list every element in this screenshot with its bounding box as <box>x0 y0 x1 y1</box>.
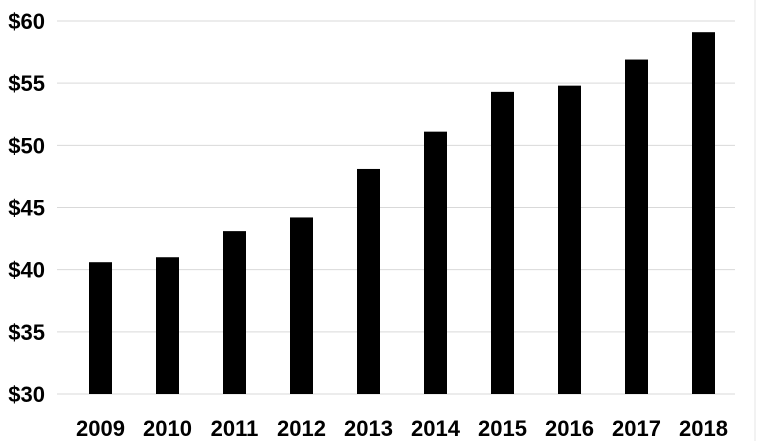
bar-series <box>89 32 715 395</box>
x-tick-label: 2014 <box>411 416 461 441</box>
bar-2012 <box>290 217 313 394</box>
bar-2016 <box>558 85 581 395</box>
bar-2010 <box>156 257 179 394</box>
bar-2017 <box>625 59 648 394</box>
y-tick-label: $45 <box>8 196 45 221</box>
bar-2014 <box>424 131 447 394</box>
y-tick-label: $30 <box>8 382 45 407</box>
x-tick-label: 2017 <box>612 416 661 441</box>
x-tick-label: 2009 <box>76 416 125 441</box>
x-tick-label: 2012 <box>277 416 326 441</box>
y-tick-label: $60 <box>8 9 45 34</box>
y-tick-label: $40 <box>8 258 45 283</box>
bar-2011 <box>223 231 246 394</box>
x-tick-label: 2013 <box>344 416 393 441</box>
x-tick-label: 2011 <box>211 416 259 441</box>
y-axis-tick-labels: $30 $35 $40 $45 $50 $55 $60 <box>8 9 45 407</box>
y-tick-label: $35 <box>8 320 45 345</box>
bar-2018 <box>692 32 715 394</box>
bar-2013 <box>357 168 380 394</box>
bar-2009 <box>89 262 112 394</box>
y-tick-label: $55 <box>8 71 45 96</box>
y-tick-label: $50 <box>8 133 45 158</box>
x-tick-label: 2010 <box>143 416 192 441</box>
bar-2015 <box>491 91 514 395</box>
x-tick-label: 2016 <box>545 416 594 441</box>
x-tick-label: 2015 <box>478 416 527 441</box>
x-tick-label: 2018 <box>679 416 728 441</box>
x-axis-tick-labels: 2009 2010 2011 2012 2013 2014 2015 2016 2017 2018 <box>76 416 728 441</box>
